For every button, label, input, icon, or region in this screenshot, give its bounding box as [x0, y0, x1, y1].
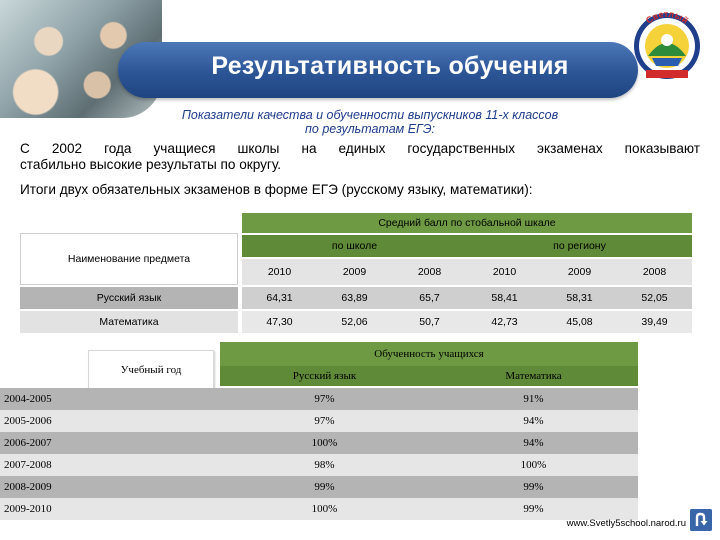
- value-cell: 65,7: [419, 292, 440, 304]
- value-cell: 39,49: [641, 316, 668, 328]
- math-cell: 99%: [523, 481, 544, 493]
- school-header: по школе: [242, 235, 467, 257]
- value-cell: 47,30: [266, 316, 293, 328]
- title-banner: [118, 42, 638, 98]
- value-cell: 58,41: [491, 292, 518, 304]
- table-row: Математика 47,30 52,06 50,7 42,73 45,08 …: [20, 311, 692, 333]
- table-row: 2009-2010 100% 99%: [0, 498, 638, 520]
- region-header: по региону: [467, 235, 692, 257]
- rus-cell: 100%: [311, 437, 338, 449]
- table-row: Русский язык 64,31 63,89 65,7 58,41 58,3…: [20, 287, 692, 309]
- value-cell: 52,05: [641, 292, 668, 304]
- year-cell: 2008-2009: [4, 481, 52, 493]
- math-cell: 94%: [523, 437, 544, 449]
- emblem-arc-text: Светлый: [644, 9, 690, 26]
- math-cell: 99%: [523, 503, 544, 515]
- value-cell: 42,73: [491, 316, 518, 328]
- subject-cell: Русский язык: [20, 287, 238, 309]
- value-cell: 58,31: [566, 292, 593, 304]
- subject-header: Наименование предмета: [20, 233, 238, 285]
- table-row: 2005-2006 97% 94%: [0, 410, 638, 432]
- math-cell: 94%: [523, 415, 544, 427]
- site-url[interactable]: www.Svetly5school.narod.ru: [566, 518, 686, 529]
- subtitle: Показатели качества и обученности выпуск…: [181, 108, 559, 136]
- rus-cell: 98%: [314, 459, 335, 471]
- year-cell: 2010: [492, 266, 517, 278]
- year-cell: 2008: [417, 266, 442, 278]
- year-cell: 2004-2005: [4, 393, 52, 405]
- year-cell: 2007-2008: [4, 459, 52, 471]
- rus-cell: 97%: [314, 415, 335, 427]
- year-cell: 2006-2007: [4, 437, 52, 449]
- year-row: 2010 2009 2008 2010 2009 2008: [242, 259, 692, 285]
- year-cell: 2009-2010: [4, 503, 52, 515]
- math-cell: 91%: [523, 393, 544, 405]
- table-row: 2007-2008 98% 100%: [0, 454, 638, 476]
- table-row: 2008-2009 99% 99%: [0, 476, 638, 498]
- year-cell: 2009: [567, 266, 592, 278]
- value-cell: 52,06: [341, 316, 368, 328]
- year-cell: 2008: [642, 266, 667, 278]
- math-header: Математика: [429, 366, 638, 386]
- table-row: 2006-2007 100% 94%: [0, 432, 638, 454]
- intro-paragraph: С 2002 года учащиеся школы на единых гос…: [20, 141, 700, 156]
- value-cell: 50,7: [419, 316, 440, 328]
- year-cell: 2009: [342, 266, 367, 278]
- intro-line-3: Итоги двух обязательных экзаменов в форм…: [20, 182, 533, 197]
- page-title: Результативность обучения: [211, 52, 569, 80]
- rus-cell: 97%: [314, 393, 335, 405]
- rus-cell: 99%: [314, 481, 335, 493]
- subject-cell: Математика: [20, 311, 238, 333]
- math-cell: 100%: [520, 459, 547, 471]
- group-header: Средний балл по стобальной шкале: [242, 213, 692, 233]
- training-level-table: Учебный год Обученность учащихся Русский…: [0, 342, 638, 524]
- u-turn-arrow-icon[interactable]: [690, 509, 712, 531]
- value-cell: 63,89: [341, 292, 368, 304]
- year-header: Учебный год: [88, 350, 214, 390]
- rus-cell: 100%: [311, 503, 338, 515]
- school-emblem-icon: Светлый: [634, 9, 700, 79]
- exam-results-table: Наименование предмета Средний балл по ст…: [20, 213, 692, 333]
- year-cell: 2005-2006: [4, 415, 52, 427]
- intro-line-2: стабильно высокие результаты по округу.: [20, 157, 282, 172]
- rus-header: Русский язык: [220, 366, 429, 386]
- value-cell: 45,08: [566, 316, 593, 328]
- training-group-header: Обученность учащихся: [220, 342, 638, 366]
- year-cell: 2010: [267, 266, 292, 278]
- value-cell: 64,31: [266, 292, 293, 304]
- table-row: 2004-2005 97% 91%: [0, 388, 638, 410]
